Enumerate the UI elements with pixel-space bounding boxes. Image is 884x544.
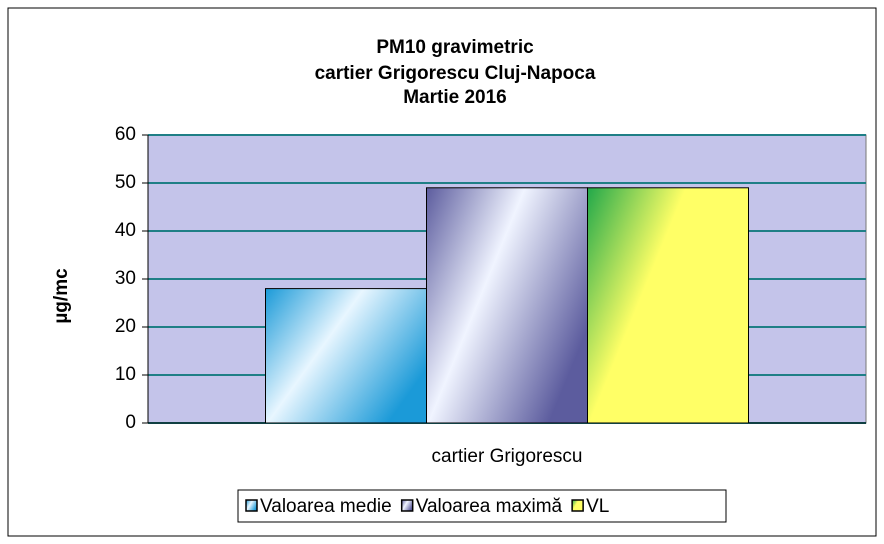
y-tick-label: 20: [115, 316, 136, 337]
legend-label: VL: [586, 496, 609, 517]
chart-title: Martie 2016: [403, 87, 507, 108]
bar: [426, 187, 588, 424]
y-axis-label: µg/mc: [51, 268, 72, 324]
y-tick-label: 10: [115, 364, 136, 385]
chart-title: PM10 gravimetric: [376, 37, 534, 58]
y-tick-label: 50: [115, 172, 136, 193]
bar: [587, 187, 749, 424]
y-tick-label: 30: [115, 268, 136, 289]
legend-swatch: [571, 499, 584, 512]
chart-title: cartier Grigorescu Cluj-Napoca: [315, 63, 596, 84]
bar: [265, 288, 427, 424]
x-tick-label: cartier Grigorescu: [432, 446, 583, 467]
legend-label: Valoarea medie: [260, 496, 392, 517]
legend-swatch: [400, 499, 414, 512]
legend-label: Valoarea maximă: [416, 496, 563, 517]
y-tick-label: 60: [115, 124, 136, 145]
y-tick-label: 0: [125, 412, 136, 433]
legend-box: [237, 489, 727, 523]
y-tick-label: 40: [115, 220, 136, 241]
legend-swatch: [245, 499, 258, 512]
